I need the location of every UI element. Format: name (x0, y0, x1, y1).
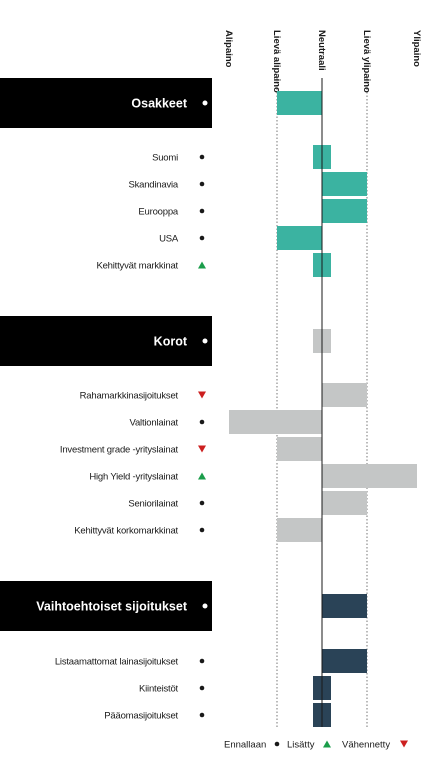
row-label: Kehittyvät korkomarkkinat (74, 526, 178, 537)
section-status-dot (202, 338, 208, 344)
legend-label: Lisätty (287, 740, 315, 751)
section-title: Korot (154, 335, 188, 349)
status-marker (198, 472, 206, 480)
section-status-dot (202, 100, 208, 106)
status-marker (199, 419, 205, 425)
item-bar (277, 226, 322, 250)
section-title: Osakkeet (131, 97, 187, 111)
legend-marker (400, 740, 408, 748)
status-marker (199, 712, 205, 718)
section-bar (322, 594, 367, 618)
column-header: Lievä ylipaino (361, 30, 372, 93)
status-marker (199, 235, 205, 241)
column-header: Ylipaino (411, 30, 422, 67)
status-marker (198, 445, 206, 453)
section-status-dot (202, 603, 208, 609)
item-bar (322, 464, 417, 488)
row-label: Investment grade -yrityslainat (60, 445, 179, 456)
status-marker (199, 500, 205, 506)
row-label: Skandinavia (128, 180, 178, 191)
section-header-bg (0, 316, 212, 366)
row-label: Kiinteistöt (139, 684, 179, 695)
item-bar (277, 518, 322, 542)
item-bar (322, 199, 367, 223)
item-bar (322, 649, 367, 673)
row-label: Valtionlainat (130, 418, 179, 429)
row-label: Listaamattomat lainasijoitukset (55, 657, 179, 668)
row-label: Eurooppa (138, 207, 179, 218)
section-bar (277, 91, 322, 115)
item-bar (322, 491, 367, 515)
status-marker (199, 527, 205, 533)
section-header-bg (0, 581, 212, 631)
item-bar (277, 437, 322, 461)
status-marker (199, 181, 205, 187)
column-header: Lievä alipaino (271, 30, 282, 93)
row-label: Suomi (152, 153, 178, 164)
row-label: High Yield -yrityslainat (89, 472, 178, 483)
row-label: Rahamarkkinasijoitukset (80, 391, 179, 402)
status-marker (198, 261, 206, 269)
legend-label: Vähennetty (342, 740, 390, 751)
row-label: Pääomasijoitukset (104, 711, 178, 722)
status-marker (199, 685, 205, 691)
item-bar (229, 410, 322, 434)
item-bar (322, 172, 367, 196)
column-header: Neutraali (316, 30, 327, 71)
legend-marker (274, 741, 280, 747)
row-label: Kehittyvät markkinat (96, 261, 178, 272)
column-header: Alipaino (223, 30, 234, 68)
legend-marker (323, 740, 331, 748)
item-bar (322, 383, 367, 407)
legend-label: Ennallaan (224, 740, 266, 751)
row-label: USA (159, 234, 179, 245)
status-marker (198, 391, 206, 399)
section-header-bg (0, 78, 212, 128)
section-title: Vaihtoehtoiset sijoitukset (36, 600, 188, 614)
status-marker (199, 658, 205, 664)
row-label: Seniorilainat (128, 499, 178, 510)
status-marker (199, 208, 205, 214)
status-marker (199, 154, 205, 160)
